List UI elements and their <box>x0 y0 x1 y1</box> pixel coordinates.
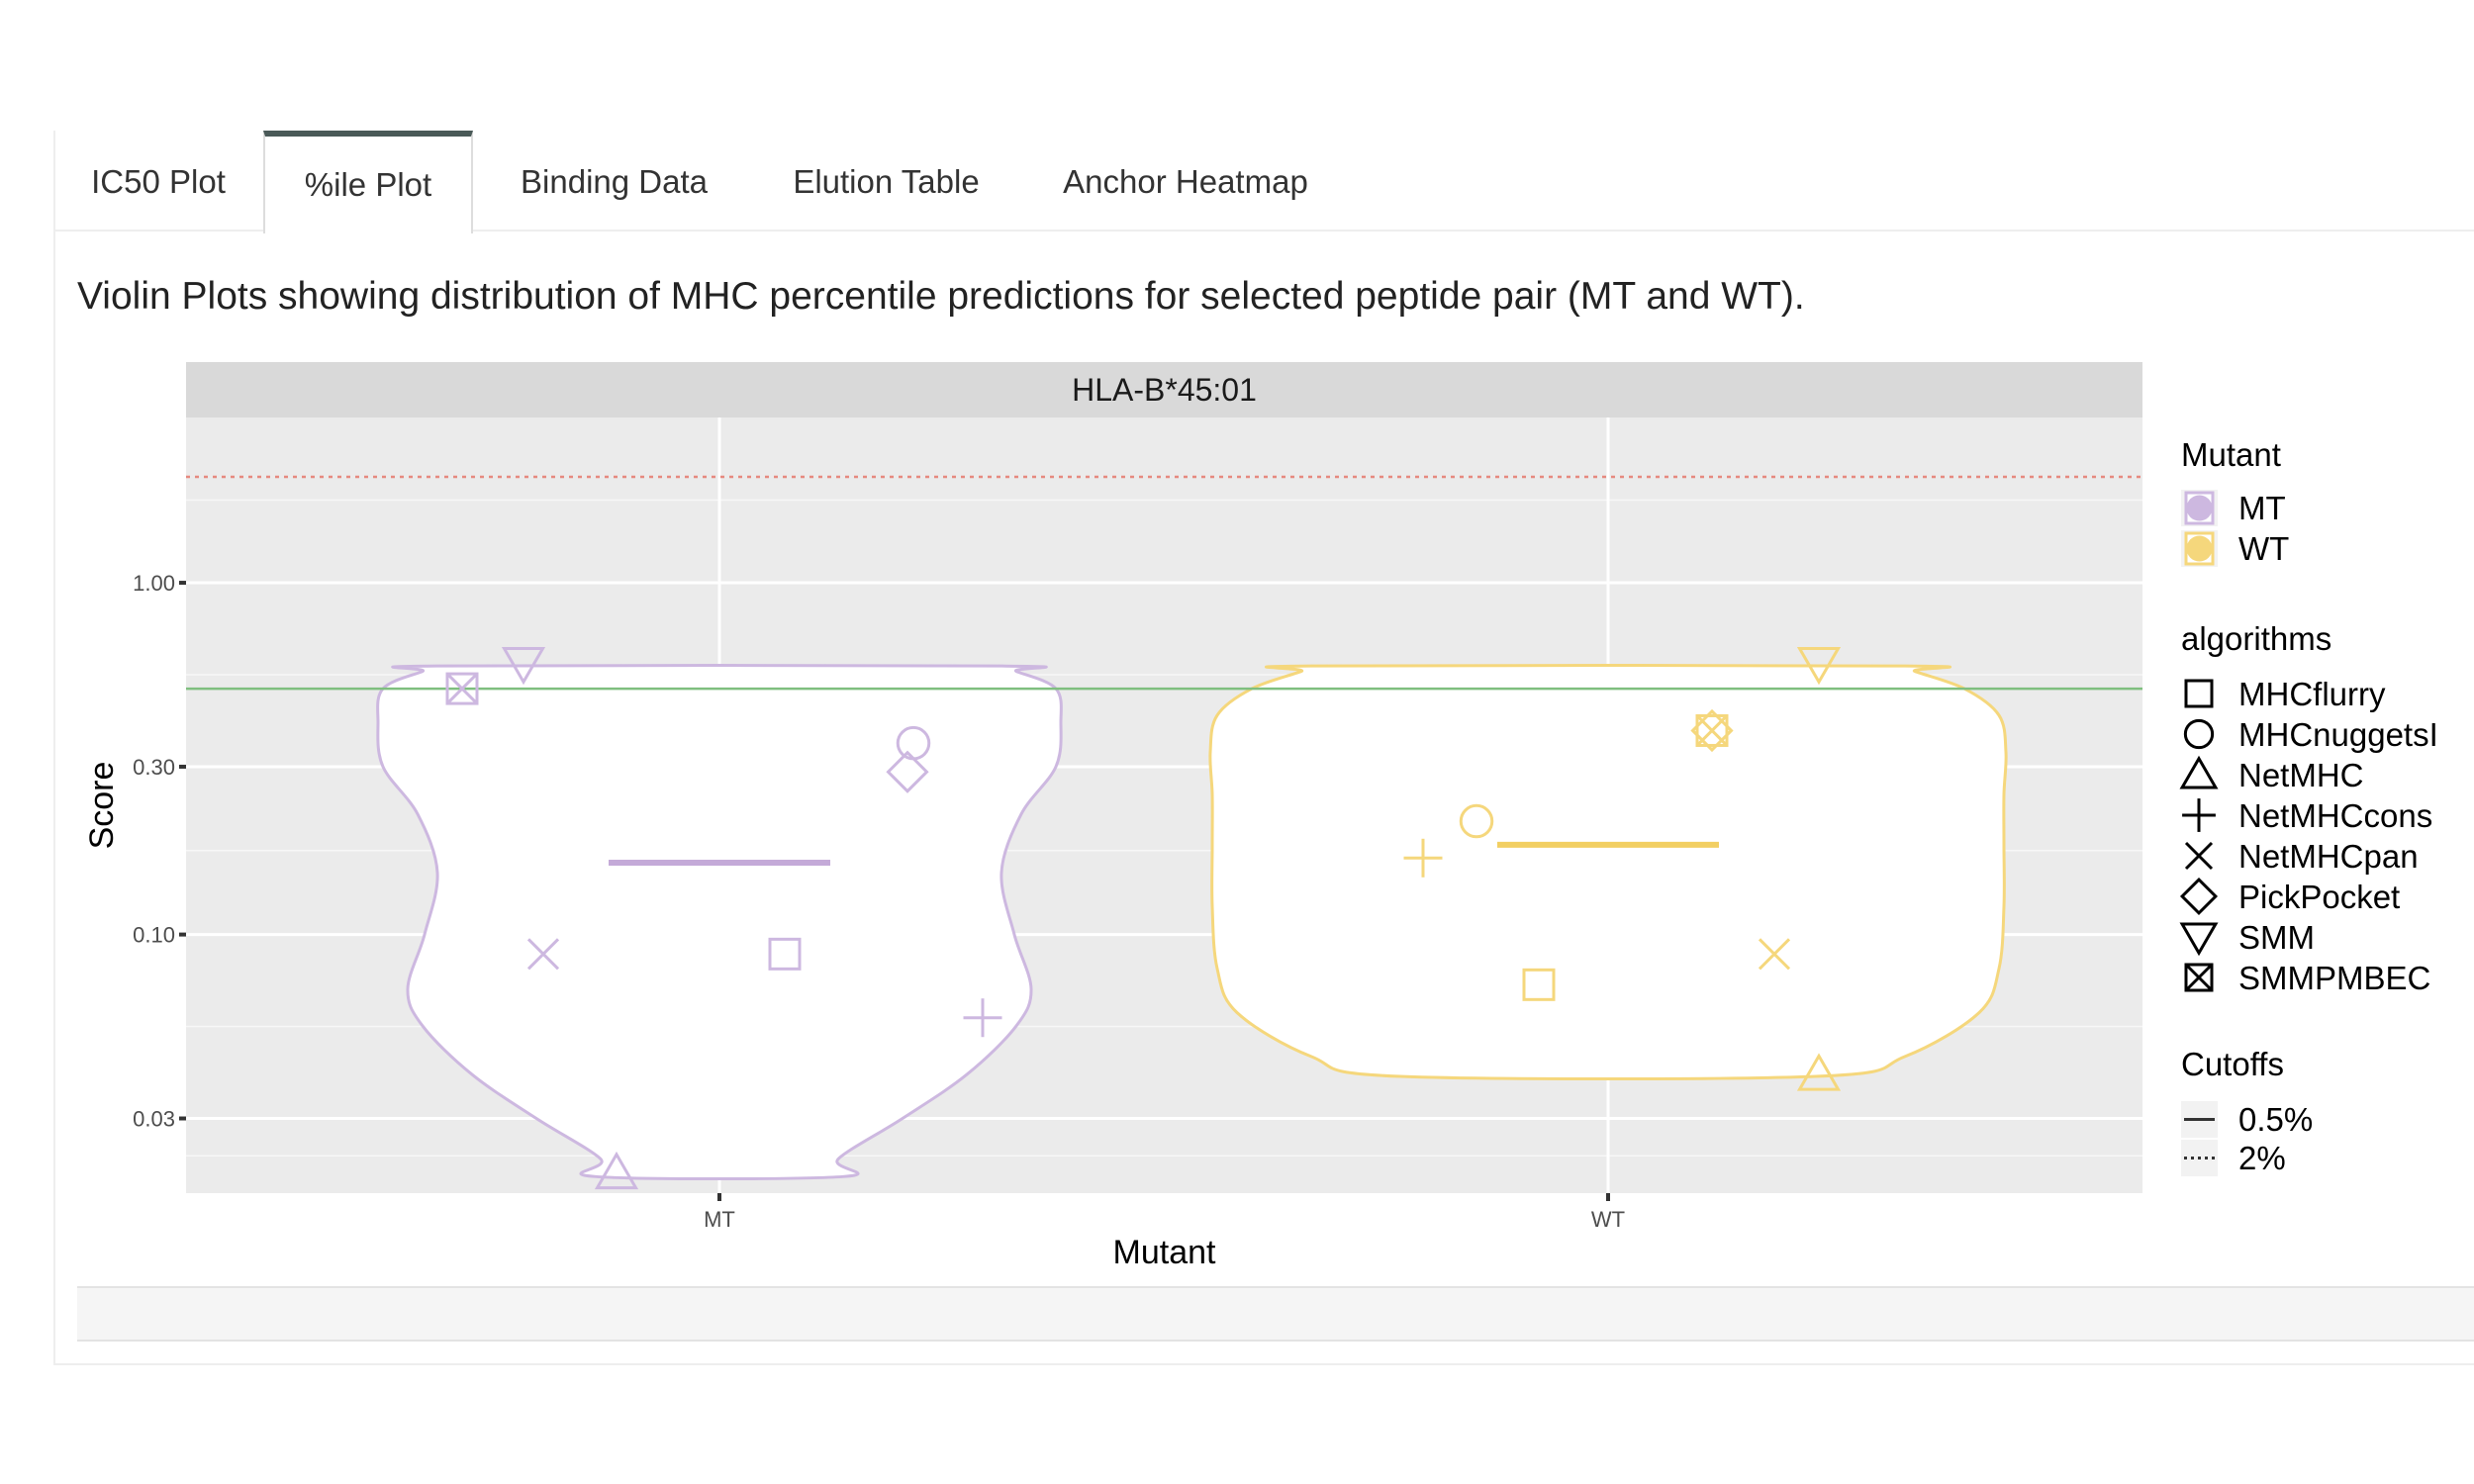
y-tick-label: 1.00 <box>133 571 175 596</box>
facet-label: HLA-B*45:01 <box>1072 372 1257 408</box>
point-marker <box>1796 1053 1842 1091</box>
point-wt-netmhcpan <box>1758 938 1791 971</box>
facet-strip: HLA-B*45:01 <box>186 362 2142 417</box>
tab-binding-data[interactable]: Binding Data <box>521 163 708 200</box>
x-tick-label: MT <box>704 1207 735 1232</box>
axes: 0.03 0.10 0.30 1.00 MT WT Mutant Score <box>83 571 1625 1271</box>
y-tick-label: 0.10 <box>133 923 175 948</box>
point-wt-smmpmbec <box>1695 713 1729 747</box>
point-marker <box>445 672 479 705</box>
panel-footer-bar <box>77 1286 2474 1342</box>
legend-key-dot <box>2186 535 2213 562</box>
point-mt-pickpocket <box>886 750 929 793</box>
point-marker <box>886 750 929 793</box>
legend-label-algorithm: SMMPMBEC <box>2238 960 2430 996</box>
point-marker-x2 <box>445 673 479 705</box>
legend-shape <box>2179 922 2219 957</box>
legend-title-mutant: Mutant <box>2181 436 2281 473</box>
legend-label-cutoff: 2% <box>2238 1140 2286 1176</box>
legend-key-dot <box>2186 495 2213 521</box>
point-marker-2 <box>1758 938 1791 971</box>
tab-anchor-heatmap[interactable]: Anchor Heatmap <box>1063 163 1308 200</box>
legend-title-algorithms: algorithms <box>2181 620 2331 657</box>
y-axis-title: Score <box>83 762 121 850</box>
point-marker <box>594 1151 639 1190</box>
legend-shape <box>2179 877 2219 916</box>
legend-shape <box>2184 679 2214 708</box>
y-tick-label: 0.30 <box>133 755 175 780</box>
point-marker-x2 <box>1695 714 1729 747</box>
legend-label-algorithm: SMM <box>2238 919 2315 956</box>
legend-label-algorithm: MHCflurry <box>2238 676 2386 712</box>
point-mt-netmhc <box>594 1151 639 1190</box>
point-marker <box>1796 647 1842 686</box>
point-wt-netmhc <box>1796 1053 1842 1091</box>
legend-label-algorithm: NetMHC <box>2238 757 2364 793</box>
legend-label-algorithm: PickPocket <box>2238 879 2400 915</box>
point-marker <box>1522 968 1556 1001</box>
point-marker <box>1690 708 1734 753</box>
legend-label-mt: MT <box>2238 490 2286 526</box>
point-wt-mhcnuggetsi <box>1459 803 1494 839</box>
legend-shape-x2 <box>2184 963 2214 992</box>
legend-label-wt: WT <box>2238 530 2289 567</box>
x-tick-label: WT <box>1591 1207 1625 1232</box>
violin-mt <box>376 663 1063 1181</box>
x-axis-title: Mutant <box>1113 1234 1216 1271</box>
violin-wt <box>1208 663 2008 1081</box>
legend-shape-2 <box>2184 841 2214 871</box>
point-mt-smmpmbec <box>445 672 479 705</box>
point-wt-mhcflurry <box>1522 968 1556 1001</box>
point-mt-smm <box>501 647 546 686</box>
tab-percentile-plot[interactable]: %ile Plot <box>263 131 473 233</box>
legend-label-cutoff: 0.5% <box>2238 1101 2313 1138</box>
legend-label-algorithm: NetMHCpan <box>2238 838 2419 875</box>
point-wt-pickpocket <box>1690 708 1734 753</box>
point-marker <box>1695 713 1729 747</box>
point-marker-2 <box>526 938 560 971</box>
point-marker <box>501 647 546 686</box>
point-mt-netmhcpan <box>526 938 560 971</box>
strip-background <box>186 362 2142 417</box>
point-wt-smm <box>1796 647 1842 686</box>
y-tick-label: 0.03 <box>133 1107 175 1132</box>
plot-panel <box>186 417 2142 1193</box>
legend-shape <box>2183 718 2215 750</box>
point-marker <box>768 937 802 971</box>
point-mt-mhcflurry <box>768 937 802 971</box>
legend-title-cutoffs: Cutoffs <box>2181 1046 2284 1082</box>
tab-elution-table[interactable]: Elution Table <box>793 163 980 200</box>
legend-label-algorithm: MHCnuggetsI <box>2238 716 2438 753</box>
tab-content-panel <box>53 131 2474 1365</box>
tab-ic50-plot[interactable]: IC50 Plot <box>91 163 226 200</box>
point-mt-netmhccons <box>963 998 1002 1038</box>
tab-bar: IC50 Plot %ile Plot Binding Data Elution… <box>53 131 2474 233</box>
point-marker <box>1459 803 1494 839</box>
legend-shape <box>2184 963 2214 992</box>
legend-label-algorithm: NetMHCcons <box>2238 797 2432 834</box>
plot-description: Violin Plots showing distribution of MHC… <box>77 275 1805 318</box>
legend: Mutant MT WT algorithms MHCflurry MHCnuggetsI… <box>2179 436 2438 1176</box>
legend-shape <box>2179 755 2219 789</box>
point-wt-netmhccons <box>1403 838 1443 878</box>
